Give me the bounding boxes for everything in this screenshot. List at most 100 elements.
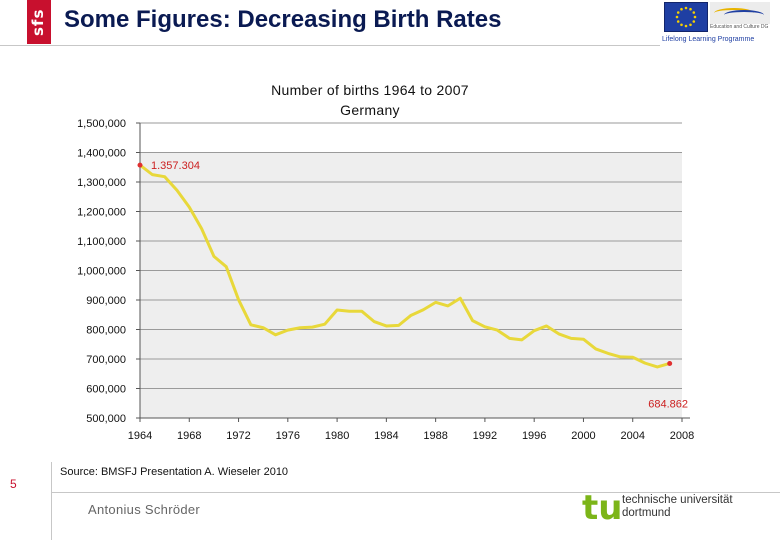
- data-point: [225, 265, 228, 268]
- data-point: [336, 309, 338, 311]
- data-point: [410, 314, 412, 317]
- eu-star-icon: [676, 20, 680, 23]
- x-tick-label: 1972: [226, 430, 250, 442]
- data-point: [471, 319, 474, 322]
- data-point: [213, 255, 215, 258]
- data-point: [262, 326, 264, 329]
- tu-logo-mark: tu: [582, 488, 623, 528]
- y-tick-label: 1,400,000: [77, 148, 126, 160]
- title-divider: [0, 45, 660, 46]
- footer-divider: [51, 492, 780, 493]
- eu-star-icon: [689, 23, 692, 27]
- eu-star-icon: [684, 6, 688, 10]
- eu-star-icon: [693, 15, 697, 19]
- y-tick-label: 900,000: [86, 295, 126, 307]
- footer-left-divider: [51, 462, 52, 540]
- start-marker: [137, 162, 143, 168]
- data-point: [545, 325, 548, 327]
- eu-star-icon: [689, 7, 692, 11]
- source-note: Source: BMSFJ Presentation A. Wieseler 2…: [60, 466, 289, 478]
- y-tick-label: 1,300,000: [77, 177, 126, 189]
- data-point: [594, 348, 597, 350]
- plot-area: [140, 152, 682, 418]
- data-point: [397, 324, 400, 327]
- data-point: [631, 356, 634, 359]
- data-point: [385, 325, 388, 327]
- end-marker: [667, 360, 673, 366]
- data-point: [434, 301, 437, 304]
- page-title: Some Figures: Decreasing Birth Rates: [64, 6, 502, 33]
- y-tick-label: 500,000: [86, 413, 126, 425]
- data-point: [299, 326, 301, 329]
- data-point: [619, 356, 622, 358]
- data-point: [200, 227, 203, 230]
- y-tick-label: 1,000,000: [77, 266, 126, 278]
- data-point: [570, 337, 572, 340]
- chart-title: Number of births 1964 to 2007 Germany: [230, 80, 510, 120]
- eu-star-icon: [680, 23, 683, 27]
- eu-star-icon: [692, 20, 696, 23]
- data-point: [607, 352, 609, 355]
- data-point: [533, 329, 535, 332]
- data-point: [558, 333, 560, 335]
- chart-title-line1: Number of births 1964 to 2007: [271, 82, 469, 98]
- eu-star-icon: [680, 7, 683, 11]
- x-tick-label: 1996: [522, 430, 546, 442]
- x-tick-label: 1984: [374, 430, 398, 442]
- data-point: [311, 326, 314, 328]
- data-point: [360, 310, 363, 313]
- data-point: [237, 298, 240, 301]
- tu-logo-text: technische universität dortmund: [622, 494, 733, 520]
- tu-dortmund-logo: tu technische universität dortmund: [582, 490, 778, 526]
- y-tick-label: 1,500,000: [77, 118, 126, 130]
- page-number: 5: [10, 477, 17, 491]
- data-point: [287, 329, 289, 331]
- x-tick-label: 1976: [276, 430, 300, 442]
- chart: 500,000 600,000 700,000 800,000 900,000 1,000…: [77, 80, 694, 442]
- eu-logo: Education and Culture DG Lifelong Learni…: [662, 0, 772, 48]
- x-tick-label: 1992: [473, 430, 497, 442]
- data-point: [508, 337, 511, 340]
- eu-dg-label: Education and Culture DG: [710, 24, 769, 30]
- data-point: [484, 326, 486, 328]
- eu-flag-icon: [664, 2, 708, 32]
- data-point: [151, 173, 154, 176]
- x-tick-label: 2000: [571, 430, 595, 442]
- eu-programme-mark: [710, 2, 770, 24]
- data-point: [521, 339, 523, 341]
- end-value-label: 684.862: [648, 398, 688, 410]
- eu-programme-label: Lifelong Learning Programme: [662, 36, 755, 43]
- series-line-births: [138, 163, 672, 369]
- author-name: Antonius Schröder: [88, 502, 201, 517]
- x-tick-label: 2008: [670, 430, 694, 442]
- start-value-label: 1.357.304: [151, 160, 200, 172]
- data-point: [348, 310, 351, 313]
- tu-logo-line1: technische universität: [622, 494, 733, 506]
- data-point: [459, 297, 462, 300]
- data-point: [582, 338, 585, 341]
- data-point: [188, 206, 191, 208]
- y-tick-label: 700,000: [86, 354, 126, 366]
- y-tick-label: 1,200,000: [77, 207, 126, 219]
- data-point: [447, 305, 449, 307]
- tu-logo-line2: dortmund: [622, 507, 671, 519]
- x-tick-label: 2004: [620, 430, 644, 442]
- data-point: [496, 329, 499, 331]
- data-point: [176, 189, 178, 192]
- eu-star-icon: [684, 24, 688, 28]
- x-tick-label: 1980: [325, 430, 349, 442]
- eu-star-icon: [692, 11, 696, 14]
- brand-bar: sfs: [27, 0, 51, 44]
- chart-canvas: 500,000 600,000 700,000 800,000 900,000 1,000…: [77, 118, 694, 442]
- y-tick-label: 800,000: [86, 325, 126, 337]
- x-tick-label: 1964: [128, 430, 152, 442]
- eu-star-icon: [676, 11, 680, 14]
- y-tick-label: 600,000: [86, 384, 126, 396]
- x-tick-label: 1968: [177, 430, 201, 442]
- eu-star-icon: [675, 15, 679, 19]
- data-point: [373, 320, 375, 323]
- data-point: [422, 308, 425, 311]
- data-point: [323, 323, 326, 325]
- data-point: [250, 323, 252, 326]
- data-point: [274, 334, 277, 336]
